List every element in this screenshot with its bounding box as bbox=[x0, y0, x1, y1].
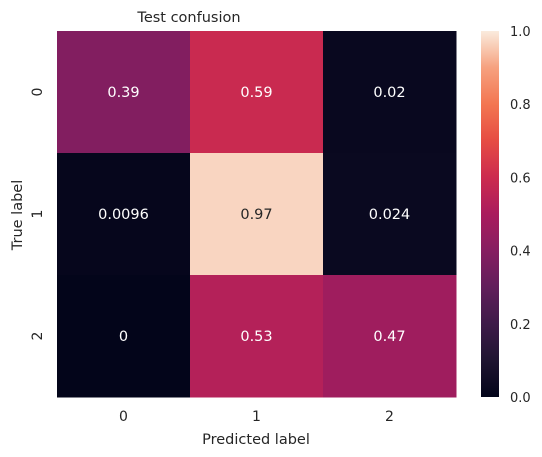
y-axis-label: True label bbox=[10, 180, 26, 251]
cell-value-label-r0-c2: 0.02 bbox=[373, 85, 405, 101]
x-tick-label-0: 0 bbox=[119, 409, 128, 425]
cell-value-label-r1-c2: 0.024 bbox=[369, 207, 411, 223]
x-axis-label: Predicted label bbox=[202, 432, 310, 448]
heatmap-cell-labels: 0.39 0.59 0.02 0.0096 0.97 0.024 0 0.53 0.47 bbox=[98, 85, 410, 345]
colorbar-tick-label-2: 0.4 bbox=[510, 245, 531, 260]
heatmap-cell-r0-c0 bbox=[57, 31, 191, 154]
colorbar-tick-label-3: 0.6 bbox=[510, 171, 531, 186]
colorbar-tick-labels: 0.0 0.2 0.4 0.6 0.8 1.0 bbox=[510, 25, 531, 406]
y-tick-label-1: 1 bbox=[30, 210, 46, 219]
cell-value-label-r1-c1: 0.97 bbox=[240, 207, 272, 223]
x-tick-labels: 0 1 2 bbox=[119, 409, 394, 425]
chart-title: Test confusion bbox=[136, 10, 240, 26]
heatmap-cells bbox=[57, 31, 457, 398]
cell-value-label-r2-c2: 0.47 bbox=[373, 329, 405, 345]
cell-value-label-r0-c1: 0.59 bbox=[240, 85, 272, 101]
colorbar-tick-label-1: 0.2 bbox=[510, 318, 531, 333]
colorbar-tick-label-5: 1.0 bbox=[510, 25, 531, 40]
y-tick-labels: 0 1 2 bbox=[30, 88, 46, 341]
cell-value-label-r0-c0: 0.39 bbox=[107, 85, 139, 101]
cell-value-label-r2-c0: 0 bbox=[119, 329, 128, 345]
cell-value-label-r2-c1: 0.53 bbox=[240, 329, 272, 345]
heatmap-cell-r2-c1 bbox=[190, 275, 324, 398]
cell-value-label-r1-c0: 0.0096 bbox=[98, 207, 149, 223]
colorbar-tick-label-4: 0.8 bbox=[510, 98, 531, 113]
heatmap-cell-r1-c0 bbox=[57, 153, 191, 276]
heatmap-cell-r2-c0 bbox=[57, 275, 191, 398]
colorbar-tick-label-0: 0.0 bbox=[510, 391, 531, 406]
heatmap-cell-r2-c2 bbox=[323, 275, 457, 398]
heatmap-cell-r0-c2 bbox=[323, 31, 457, 154]
heatmap-cell-r1-c2 bbox=[323, 153, 457, 276]
y-tick-label-2: 2 bbox=[30, 332, 46, 341]
colorbar bbox=[481, 31, 499, 397]
heatmap-cell-r0-c1 bbox=[190, 31, 324, 154]
x-tick-label-2: 2 bbox=[385, 409, 394, 425]
x-tick-label-1: 1 bbox=[252, 409, 261, 425]
heatmap-cell-r1-c1 bbox=[190, 153, 324, 276]
y-tick-label-0: 0 bbox=[30, 88, 46, 97]
